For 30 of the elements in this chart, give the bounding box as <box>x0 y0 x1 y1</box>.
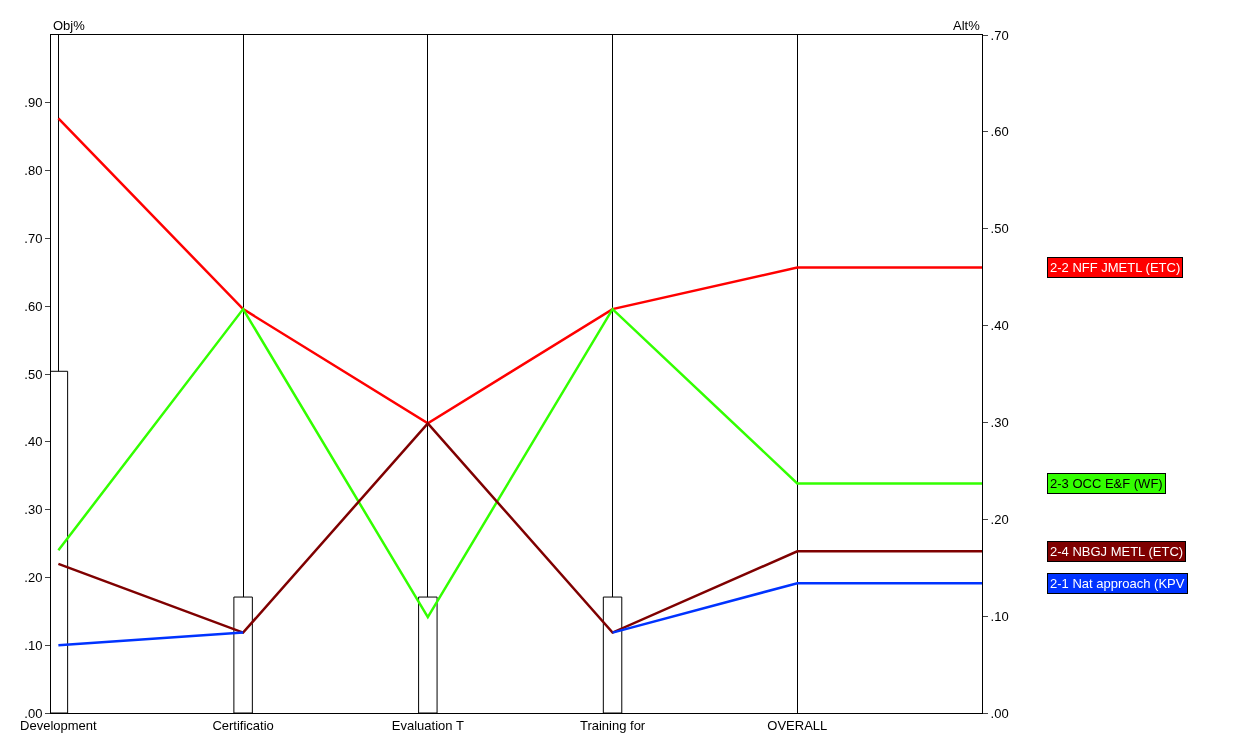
y-tick-label: .20 <box>24 569 43 585</box>
y2-tick-label: .60 <box>990 124 1009 140</box>
text: 2-2 NFF JMETL (ETC) <box>1050 260 1181 275</box>
line-series <box>57 422 982 634</box>
y-tick-label: .50 <box>24 366 43 382</box>
x-tick-label: OVERALL <box>767 717 828 733</box>
y2-tick-label: .20 <box>990 511 1009 527</box>
y-tick-label: .90 <box>24 95 43 111</box>
x-tick-label: Certificatio <box>212 717 274 733</box>
text: 2-3 OCC E&F (WF) <box>1050 476 1163 491</box>
line-series <box>57 307 982 619</box>
y-tick-label: .10 <box>24 637 43 653</box>
y2-axis-title: Alt% <box>953 18 981 33</box>
y-tick-label: .40 <box>24 434 43 450</box>
y2-tick-label: .00 <box>990 705 1009 721</box>
y-tick-label: .70 <box>24 230 43 246</box>
line-series <box>57 117 982 425</box>
x-tick-label: Evaluation T <box>391 717 464 733</box>
y2-tick-label: .70 <box>990 27 1009 43</box>
y-tick-label: .60 <box>24 298 43 314</box>
y-axis-title: Obj% <box>53 18 86 33</box>
y2-tick-label: .40 <box>990 318 1009 334</box>
y2-tick-label: .50 <box>990 221 1009 237</box>
text: 2-4 NBGJ METL (ETC) <box>1050 544 1184 559</box>
y2-tick-label: .10 <box>990 608 1009 624</box>
y-tick-label: .30 <box>24 502 43 518</box>
text: 2-1 Nat approach (KPV <box>1050 576 1185 591</box>
y-tick-label: .80 <box>24 163 43 179</box>
x-tick-label: Training for <box>579 717 646 733</box>
y2-tick-label: .30 <box>990 414 1009 430</box>
